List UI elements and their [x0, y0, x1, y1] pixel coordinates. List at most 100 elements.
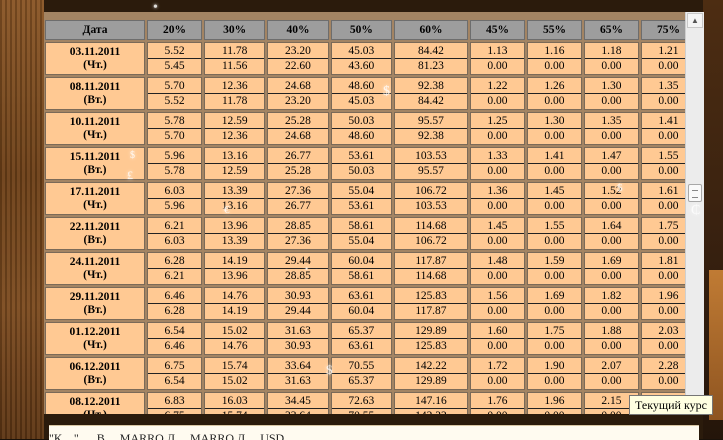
date-text: 08.11.2011 — [69, 80, 121, 93]
column-header: 50% — [330, 20, 392, 40]
value-cell: 1.61 0.00 — [640, 182, 685, 215]
previous-value: 45.03 — [348, 95, 375, 107]
scroll-up-icon[interactable]: ▲ — [687, 13, 703, 28]
previous-value: 50.03 — [348, 165, 375, 177]
date-text: 06.12.2011 — [69, 360, 121, 373]
previous-value: 0.00 — [487, 165, 508, 177]
current-value: 1.13 — [470, 44, 524, 59]
previous-value: 0.00 — [601, 95, 622, 107]
right-orange-strip — [709, 270, 723, 420]
previous-value: 11.56 — [221, 60, 248, 72]
current-value: 65.37 — [331, 324, 391, 339]
previous-value: 48.60 — [348, 130, 375, 142]
current-value: 26.77 — [268, 149, 328, 164]
current-value: 14.76 — [205, 289, 265, 304]
current-value: 1.18 — [584, 44, 638, 59]
date-cell: 29.11.2011 (Вт.) — [45, 287, 145, 320]
value-cell: 45.03 43.60 — [330, 42, 392, 75]
previous-value: 106.72 — [415, 235, 447, 247]
value-cell: 60.04 58.61 — [330, 252, 392, 285]
date-cell: 15.11.2011 (Вт.) — [45, 147, 145, 180]
previous-value: 0.00 — [544, 95, 565, 107]
current-value: 25.28 — [268, 114, 328, 129]
value-cell: 11.78 11.56 — [204, 42, 266, 75]
current-value: 6.46 — [148, 289, 201, 304]
current-value: 147.16 — [394, 394, 467, 409]
value-cell: 1.55 0.00 — [526, 217, 582, 250]
previous-value: 29.44 — [285, 305, 311, 317]
current-value: 1.64 — [584, 219, 638, 234]
table-row: 29.11.2011 (Вт.) 6.46 6.28 14.76 14.19 30.93 29… — [45, 287, 685, 320]
previous-value: 12.59 — [221, 165, 248, 177]
table-row: 08.12.2011(Чт.)6.836.7516.0315.7434.4533… — [45, 392, 685, 414]
previous-value: 0.00 — [601, 375, 622, 387]
previous-value: 22.60 — [285, 60, 311, 72]
value-cell: 58.61 55.04 — [330, 217, 392, 250]
column-header: 55% — [526, 20, 582, 40]
previous-value: 5.45 — [164, 60, 185, 72]
value-cell: 5.78 5.70 — [147, 112, 202, 145]
value-cell: 147.16142.22 — [393, 392, 468, 414]
weekday-text: (Чт.) — [83, 338, 107, 351]
table-row: 03.11.2011 (Чт.) 5.52 5.45 11.78 11.56 23.20 22… — [45, 42, 685, 75]
previous-value: 0.00 — [601, 270, 622, 282]
current-value: 48.60 — [331, 79, 391, 94]
value-cell: 1.45 0.00 — [526, 182, 582, 215]
value-cell: 1.59 0.00 — [526, 252, 582, 285]
left-wood-background — [0, 0, 44, 439]
previous-value: 25.28 — [285, 165, 311, 177]
current-value: 84.42 — [394, 44, 467, 59]
value-cell: 27.36 26.77 — [267, 182, 329, 215]
value-cell: 6.54 6.46 — [147, 322, 202, 355]
current-value: 92.38 — [394, 79, 467, 94]
value-cell: 1.69 0.00 — [526, 287, 582, 320]
previous-value: 0.00 — [544, 130, 565, 142]
current-value: 45.03 — [331, 44, 391, 59]
value-cell: 12.36 11.78 — [204, 77, 266, 110]
value-cell: 1.75 0.00 — [640, 217, 685, 250]
current-value: 1.69 — [527, 289, 581, 304]
previous-value: 81.23 — [418, 60, 444, 72]
current-value: 1.41 — [641, 114, 685, 129]
previous-value: 0.00 — [487, 60, 508, 72]
value-cell: 1.47 0.00 — [583, 147, 639, 180]
weekday-text: (Вт.) — [83, 163, 107, 176]
current-value: 2.15 — [584, 394, 638, 409]
previous-value: 117.87 — [415, 305, 447, 317]
previous-value: 0.00 — [487, 375, 508, 387]
previous-value: 6.46 — [164, 340, 185, 352]
previous-value: 63.61 — [348, 340, 375, 352]
date-cell: 03.11.2011 (Чт.) — [45, 42, 145, 75]
value-cell: 1.25 0.00 — [469, 112, 525, 145]
current-value: 1.96 — [641, 289, 685, 304]
previous-value: 6.03 — [164, 235, 185, 247]
current-value: 1.60 — [470, 324, 524, 339]
value-cell: 30.93 29.44 — [267, 287, 329, 320]
current-value: 1.35 — [584, 114, 638, 129]
previous-value: 0.00 — [658, 305, 679, 317]
date-text: 22.11.2011 — [69, 220, 121, 233]
scrollbar-thumb[interactable] — [688, 184, 702, 202]
value-cell: 2.03 0.00 — [640, 322, 685, 355]
value-cell: 1.41 0.00 — [526, 147, 582, 180]
current-value: 27.36 — [268, 184, 328, 199]
table-row: 17.11.2011 (Чт.) 6.03 5.96 13.39 13.16 27.36 26… — [45, 182, 685, 215]
value-cell: 125.83 117.87 — [393, 287, 468, 320]
current-value: 60.04 — [331, 254, 391, 269]
value-cell: 1.52 0.00 — [583, 182, 639, 215]
current-value: 5.52 — [148, 44, 201, 59]
table-row: 01.12.2011 (Чт.) 6.54 6.46 15.02 14.76 31.63 30… — [45, 322, 685, 355]
value-cell: 1.13 0.00 — [469, 42, 525, 75]
date-cell: 01.12.2011 (Чт.) — [45, 322, 145, 355]
previous-value: 14.19 — [221, 305, 248, 317]
current-value: 106.72 — [394, 184, 467, 199]
previous-value: 0.00 — [658, 200, 679, 212]
value-cell: 1.82 0.00 — [583, 287, 639, 320]
value-cell: 1.18 0.00 — [583, 42, 639, 75]
value-cell: 63.61 60.04 — [330, 287, 392, 320]
value-cell: 106.72 103.53 — [393, 182, 468, 215]
weekday-text: (Чт.) — [83, 198, 107, 211]
value-cell: 48.60 45.03 — [330, 77, 392, 110]
value-cell: 1.26 0.00 — [526, 77, 582, 110]
current-value: 6.21 — [148, 219, 201, 234]
